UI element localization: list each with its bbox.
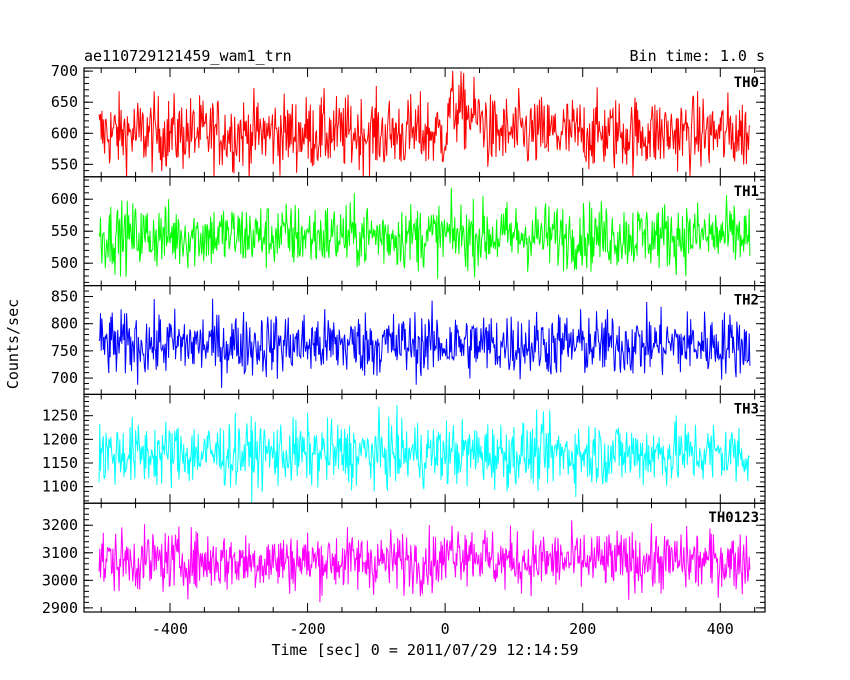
series-line-th2 [98,298,751,388]
y-tick-label: 700 [51,62,78,80]
series-line-th0 [98,70,751,177]
panel-th3: 1100 1150 1200 1250 TH3 [42,393,766,504]
chart-title: ae110729121459_wam1_trn [84,47,292,65]
y-tick-label: 700 [51,369,78,387]
panel-th1: 500 550 600 TH1 [51,176,766,287]
y-tick-label: 750 [51,342,78,360]
y-tick-label: 1100 [42,478,78,496]
y-tick-label: 600 [51,124,78,142]
panel-th0: 550 600 650 700 TH0 [51,62,766,178]
x-tick-label: 200 [569,620,596,638]
y-tick-label: 600 [51,190,78,208]
y-tick-label: 1200 [42,430,78,448]
panel-label-th2: TH2 [734,293,759,309]
y-tick-label: 550 [51,222,78,240]
y-axis-label: Counts/sec [4,299,22,389]
panel-label-th1: TH1 [734,184,759,200]
bin-time-label: Bin time: 1.0 s [630,47,765,65]
y-tick-label: 2900 [42,599,78,617]
panel-label-th3: TH3 [734,401,759,417]
y-tick-label: 550 [51,155,78,173]
panel-th2: 700 750 800 850 TH2 [51,285,766,396]
x-axis-label: Time [sec] 0 = 2011/07/29 12:14:59 [271,641,578,659]
series-line-th1 [98,187,751,279]
x-axis-ticks: -400 -200 0 200 400 [152,620,734,638]
series-line-th0123 [98,520,751,603]
y-tick-label: 3100 [42,544,78,562]
panel-frame-th0123 [83,502,766,613]
y-tick-label: 3000 [42,571,78,589]
panels-group: 550 600 650 700 TH0 500 550 600 TH1 700 750 800 850 T… [42,62,766,617]
x-tick-label: -200 [289,620,325,638]
y-tick-label: 3200 [42,516,78,534]
y-tick-label: 850 [51,287,78,305]
panel-label-th0: TH0 [734,75,759,91]
x-tick-label: 400 [707,620,734,638]
panel-th0123: 2900 3000 3100 3200 TH0123 [42,502,766,617]
x-tick-label: -400 [152,620,188,638]
x-tick-label: 0 [441,620,450,638]
series-line-th3 [98,404,751,503]
y-tick-label: 1150 [42,454,78,472]
y-tick-label: 650 [51,93,78,111]
y-tick-label: 800 [51,315,78,333]
panel-label-th0123: TH0123 [708,510,759,526]
y-tick-label: 500 [51,254,78,272]
y-tick-label: 1250 [42,407,78,425]
